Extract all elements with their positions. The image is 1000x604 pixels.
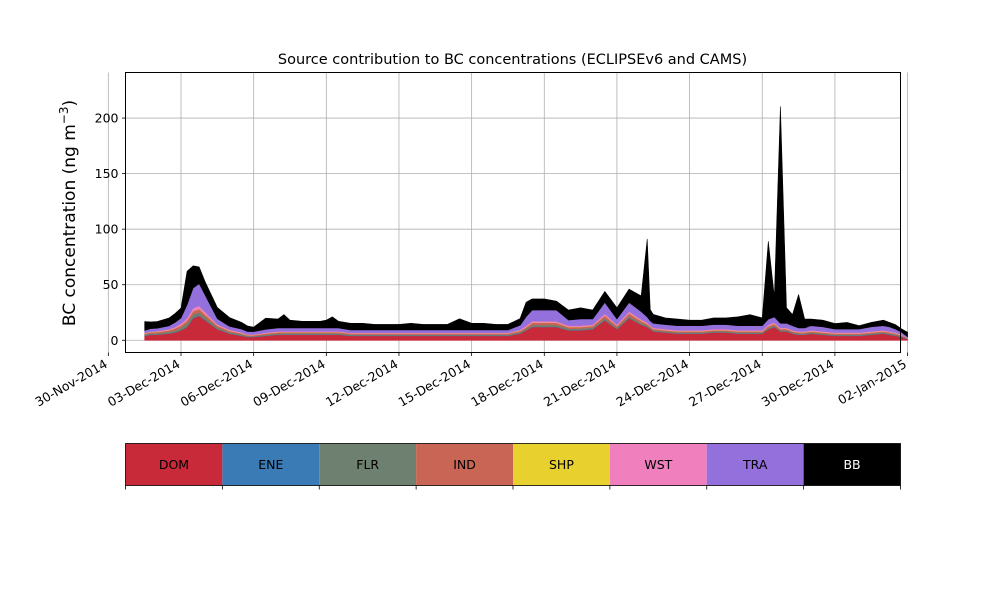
y-axis-label-exponent: −3 xyxy=(57,106,71,124)
legend-swatch-tra xyxy=(706,443,804,486)
y-axis: 0 50 100 150 200 xyxy=(95,111,126,348)
legend-label-ene: ENE xyxy=(258,457,283,472)
grid-lines xyxy=(107,72,908,353)
legend-label-ind: IND xyxy=(453,457,476,472)
y-tick-label: 100 xyxy=(95,222,119,237)
y-axis-label-close: ) xyxy=(60,100,80,107)
y-tick-label: 150 xyxy=(95,166,119,181)
y-tick-label: 50 xyxy=(103,277,119,292)
legend-swatch-ene xyxy=(222,443,320,486)
legend-swatch-bb xyxy=(803,443,901,486)
legend-colorbar: DOM ENE FLR IND SHP WST TRA BB xyxy=(125,443,901,490)
legend-label-dom: DOM xyxy=(159,457,189,472)
legend-swatch-wst xyxy=(609,443,707,486)
y-axis-label-text: BC concentration (ng m xyxy=(60,124,80,326)
legend-label-wst: WST xyxy=(644,457,672,472)
legend-swatch-ind xyxy=(416,443,513,486)
legend-swatch-flr xyxy=(319,443,417,486)
stacked-areas xyxy=(144,106,908,341)
legend-label-bb: BB xyxy=(843,457,860,472)
legend-label-shp: SHP xyxy=(549,457,574,472)
area-bb xyxy=(144,106,908,338)
legend-label-flr: FLR xyxy=(356,457,379,472)
svg-text:BC concentration (ng m−3): BC concentration (ng m−3) xyxy=(57,100,80,326)
legend-frame xyxy=(125,443,901,486)
plot-frame xyxy=(125,72,901,353)
y-tick-label: 0 xyxy=(111,333,119,348)
y-axis-label: BC concentration (ng m−3) xyxy=(57,100,80,326)
legend-label-tra: TRA xyxy=(742,457,768,472)
legend-swatch-dom xyxy=(125,443,223,486)
y-tick-label: 200 xyxy=(95,111,119,126)
legend-swatch-shp xyxy=(513,443,610,486)
chart-title: Source contribution to BC concentrations… xyxy=(278,52,747,68)
